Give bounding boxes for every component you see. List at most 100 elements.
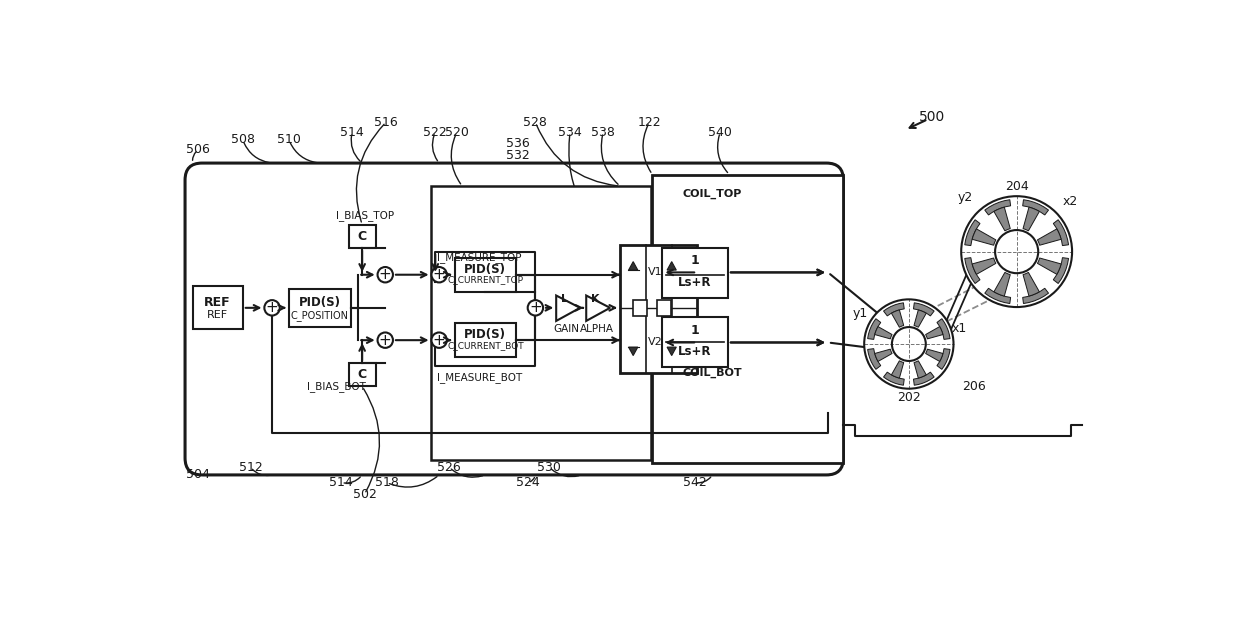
Bar (657, 300, 671, 315)
Polygon shape (1038, 258, 1061, 274)
Text: C_POSITION: C_POSITION (291, 310, 348, 321)
Polygon shape (629, 347, 637, 356)
Text: I_BIAS_TOP: I_BIAS_TOP (336, 210, 394, 221)
Text: 512: 512 (238, 461, 263, 474)
Polygon shape (667, 261, 676, 270)
Bar (455, 323, 516, 357)
Text: REF: REF (205, 296, 231, 309)
Polygon shape (937, 319, 950, 340)
Text: 542: 542 (683, 476, 707, 489)
Polygon shape (925, 327, 942, 339)
Text: 514: 514 (340, 126, 365, 138)
Polygon shape (914, 372, 934, 385)
Polygon shape (972, 229, 996, 245)
Circle shape (264, 300, 280, 315)
Circle shape (432, 267, 446, 283)
Polygon shape (1023, 288, 1049, 304)
Circle shape (377, 267, 393, 283)
Bar (192, 286, 243, 329)
Text: 520: 520 (445, 126, 469, 138)
Text: +: + (433, 333, 445, 348)
Text: 538: 538 (591, 126, 615, 138)
Text: K: K (591, 294, 600, 304)
Text: 536: 536 (506, 137, 529, 150)
Polygon shape (884, 303, 904, 316)
Text: COIL_TOP: COIL_TOP (683, 189, 743, 199)
Bar (634, 300, 647, 315)
Polygon shape (874, 327, 892, 339)
Circle shape (994, 230, 1038, 273)
Text: 1: 1 (691, 324, 699, 337)
Text: I_MEASURE_TOP: I_MEASURE_TOP (436, 252, 521, 263)
Polygon shape (937, 348, 950, 369)
Polygon shape (892, 310, 904, 327)
Polygon shape (892, 361, 904, 378)
Text: +: + (265, 301, 279, 315)
Polygon shape (972, 258, 996, 274)
Polygon shape (1053, 258, 1069, 284)
Polygon shape (925, 349, 942, 361)
Text: +: + (379, 267, 392, 282)
Text: 526: 526 (438, 461, 461, 474)
Text: 204: 204 (1004, 179, 1028, 193)
Text: 206: 206 (962, 380, 986, 393)
Text: y2: y2 (957, 191, 972, 204)
Polygon shape (914, 303, 934, 316)
Text: x2: x2 (1063, 195, 1078, 208)
Polygon shape (994, 207, 1011, 231)
Polygon shape (1053, 220, 1069, 245)
Text: +: + (529, 301, 542, 315)
Text: 122: 122 (637, 116, 661, 129)
Circle shape (528, 300, 543, 315)
Circle shape (892, 327, 926, 361)
Polygon shape (914, 310, 926, 327)
Text: COIL_BOT: COIL_BOT (683, 368, 743, 378)
Bar (289, 289, 351, 327)
Text: Ls+R: Ls+R (678, 276, 712, 289)
Text: 518: 518 (374, 476, 399, 489)
Circle shape (864, 299, 954, 389)
Text: 506: 506 (186, 143, 210, 156)
Circle shape (377, 332, 393, 348)
Text: 530: 530 (537, 461, 562, 474)
Polygon shape (667, 347, 676, 356)
Polygon shape (965, 220, 980, 245)
Text: 502: 502 (352, 487, 377, 501)
Text: 508: 508 (231, 134, 254, 147)
Text: 532: 532 (506, 149, 529, 162)
Text: V2: V2 (649, 337, 663, 348)
Text: 528: 528 (523, 116, 547, 129)
Text: 516: 516 (374, 116, 398, 129)
Bar (662, 248, 728, 298)
Bar (350, 363, 376, 386)
Bar (662, 317, 728, 367)
Text: REF: REF (207, 310, 228, 320)
Text: Ls+R: Ls+R (678, 345, 712, 358)
Text: 540: 540 (708, 126, 732, 138)
Text: 504: 504 (186, 468, 210, 481)
Polygon shape (1023, 207, 1039, 231)
Polygon shape (985, 288, 1011, 304)
Text: C_CURRENT_BOT: C_CURRENT_BOT (448, 341, 523, 350)
Text: PID(S): PID(S) (464, 329, 506, 342)
Text: ALPHA: ALPHA (580, 324, 614, 333)
Text: L: L (562, 294, 568, 304)
Text: C_CURRENT_TOP: C_CURRENT_TOP (448, 276, 523, 284)
Text: x1: x1 (951, 322, 966, 335)
Polygon shape (965, 258, 980, 284)
Polygon shape (1023, 200, 1049, 215)
Bar (350, 225, 376, 248)
Text: 514: 514 (330, 476, 353, 489)
Text: 534: 534 (558, 126, 582, 138)
Text: I_MEASURE_BOT: I_MEASURE_BOT (436, 372, 522, 383)
Circle shape (432, 332, 446, 348)
Circle shape (961, 196, 1073, 307)
Text: 202: 202 (897, 391, 921, 404)
Text: y1: y1 (853, 307, 868, 320)
Text: 500: 500 (919, 110, 945, 124)
Polygon shape (557, 296, 580, 321)
Polygon shape (884, 372, 904, 385)
Polygon shape (868, 319, 880, 340)
Polygon shape (914, 361, 926, 378)
Text: PID(S): PID(S) (299, 296, 341, 309)
